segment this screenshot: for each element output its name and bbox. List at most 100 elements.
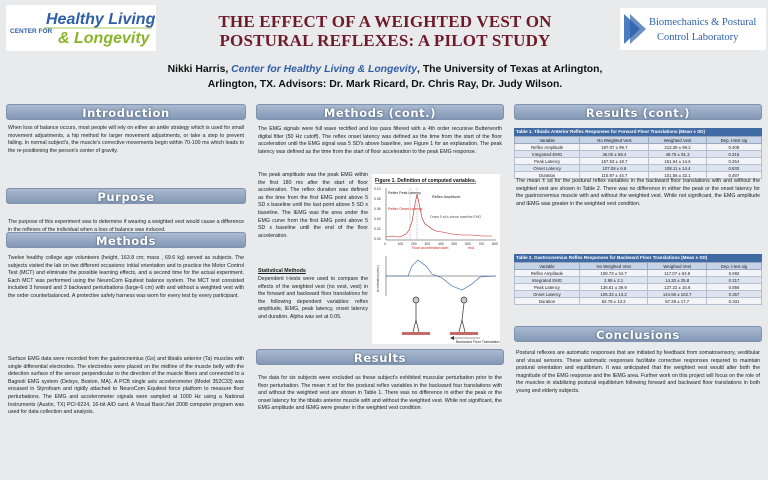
emg-trace — [385, 193, 492, 238]
column-header: Dep. t-test sig — [705, 136, 763, 144]
lab-logo-line1: Biomechanics & Postural — [649, 17, 756, 28]
conclusions-text: Postural reflexes are automatic response… — [516, 350, 760, 394]
x-tick-label: 0 — [384, 242, 386, 246]
x-tick-label: 200 — [411, 242, 417, 246]
table-cell: 0.856 — [706, 283, 762, 291]
results-banner: Results — [256, 349, 504, 365]
acceleration-trace — [386, 259, 497, 291]
onset-note: Onset 5 sd's above baseline EMG — [430, 215, 482, 219]
y-tick-label: 0.10 — [374, 187, 381, 191]
column-header: No Weighted Vest — [578, 262, 649, 270]
purpose-text: The purpose of this experiment was to de… — [8, 219, 244, 233]
table-1-caption: Table 1. Tibialis Anterior Reflex Respon… — [514, 128, 762, 136]
column-header: Weighted Vest — [647, 262, 708, 270]
x-tick-label: 500 — [452, 242, 458, 246]
logo-line1: Healthy Living — [46, 11, 156, 28]
conclusions-banner: Conclusions — [514, 326, 762, 342]
figure-1-svg: Figure 1. Definition of computed variabl… — [372, 174, 500, 344]
y-tick-label: 0.04 — [374, 217, 381, 221]
table-cell: Integrated EMG — [514, 276, 580, 284]
methods-cont-text-left: The peak amplitude was the peak EMG with… — [258, 172, 368, 239]
table-cell: Reflex Amplitude — [513, 143, 581, 151]
methods-cont-text: The EMG signals were full wave rectified… — [258, 126, 502, 155]
table-1-body: Reflex Amplitude 187.07 ± 99.7 213.39 ± 99… — [513, 143, 763, 179]
table-cell: 0.316 — [705, 150, 763, 158]
table-cell: 213.39 ± 99.2 — [648, 143, 707, 151]
table-cell: 108.73 ± 44.7 — [578, 269, 649, 277]
x-tick-label: 100 — [398, 242, 404, 246]
x-tick-label: 400 — [438, 242, 444, 246]
x-tick-label: 300 — [425, 242, 431, 246]
table-row: Duration 62.78 ± 13.2 67.28 ± 17.7 0.331 — [514, 297, 762, 305]
logo-tag: CENTER FOR — [10, 28, 53, 35]
y-tick-label: 0.06 — [374, 207, 381, 211]
table-cell: 48.76 ± 91.3 — [648, 150, 707, 158]
column-header: Variable — [513, 136, 581, 144]
table-cell: 107.08 ± 6.8 — [579, 164, 650, 172]
y-tick-label: 0.02 — [374, 227, 381, 231]
table-cell: 105.33 ± 13.2 — [578, 290, 649, 298]
table-2-body: Reflex Amplitude 108.73 ± 44.7 117.07 ± 64… — [514, 269, 762, 305]
stats-heading: Statistical Methods — [258, 268, 306, 274]
poster-title: THE EFFECT OF A WEIGHTED VEST ON POSTURA… — [160, 12, 610, 50]
table-2-caption: Table 2. Gastrocnemius Reflex Responses … — [514, 254, 762, 262]
table-cell: 108.11 ± 14.4 — [648, 164, 707, 172]
lab-logo-line2: Control Laboratory — [657, 32, 739, 43]
logo-line2: & Longevity — [58, 30, 151, 47]
table-row: Integrated EMG 2.98 ± 2.1 14.20 ± 25.8 0.31… — [514, 276, 762, 284]
table-cell: 157.53 ± 18.7 — [579, 157, 650, 165]
table-row: Onset Latency 107.08 ± 6.8 108.11 ± 14.4 0.… — [513, 164, 763, 172]
table-cell: 0.317 — [706, 276, 762, 284]
results-cont-banner: Results (cont.) — [514, 104, 762, 120]
results-cont-text: The mean ± sd for the postural reflex va… — [516, 178, 760, 207]
center-name: Center for Healthy Living & Longevity — [231, 64, 418, 75]
table-cell: Reflex Amplitude — [514, 269, 580, 277]
table-cell: 67.28 ± 17.7 — [647, 297, 708, 305]
table-row: Peak Latency 157.53 ± 18.7 151.64 ± 14.6 0.… — [513, 157, 763, 165]
person-figures — [412, 296, 468, 333]
column-header: Dep. t-test sig — [706, 262, 762, 270]
onset-latency-label: Reflex Onset Latency — [388, 207, 423, 211]
accel-ylabel: Acceleration (m/s²) — [376, 265, 380, 292]
table-cell: 0.254 — [705, 157, 763, 165]
table-cell: Integrated EMG — [513, 150, 581, 158]
figure-1: Figure 1. Definition of computed variabl… — [372, 174, 500, 344]
table-cell: Onset Latency — [513, 164, 581, 172]
biomechanics-lab-logo: Biomechanics & Postural Control Laborato… — [620, 8, 766, 50]
table-row: Duration 110.97 ± 44.7 101.56 ± 32.1 0.497 — [513, 171, 763, 179]
table-cell: 2.98 ± 2.1 — [578, 276, 649, 284]
title-line-2: POSTURAL REFLEXES: A PILOT STUDY — [219, 31, 551, 50]
healthy-living-logo: CENTER FOR Healthy Living & Longevity — [6, 5, 156, 51]
table-cell: Duration — [514, 297, 580, 305]
x-tick-label: 700 — [479, 242, 485, 246]
x-tick-labels: 0 100 200 300 400 500 600 700 800 — [384, 242, 498, 246]
y-tick-labels: 0.10 0.08 0.06 0.04 0.02 0.00 — [374, 187, 381, 241]
authors-line-2: Arlington, TX. Advisors: Dr. Mark Ricard… — [207, 79, 563, 90]
table-2: Table 2. Gastrocnemius Reflex Responses … — [514, 254, 762, 305]
university: , The University of Texas at Arlington, — [417, 64, 603, 75]
methods-cont-banner: Methods (cont.) — [256, 104, 504, 120]
table-cell: 0.497 — [705, 171, 763, 179]
methods-text-1: Twelve healthy college age volunteers (h… — [8, 255, 244, 299]
end-label: end — [468, 246, 474, 250]
table-row: Peak Latency 136.61 ± 39.9 137.22 ± 15.6 0.… — [514, 283, 762, 291]
table-cell: 0.830 — [705, 164, 763, 172]
table-cell: Peak Latency — [514, 283, 580, 291]
table-cell: 62.78 ± 13.2 — [578, 297, 649, 305]
methods-text-2: Surface EMG data were recorded from the … — [8, 356, 244, 416]
table-cell: 117.07 ± 64.8 — [647, 269, 708, 277]
introduction-text: When loss of balance occurs, most people… — [8, 125, 244, 154]
table-cell: 136.61 ± 39.9 — [578, 283, 649, 291]
table-cell: 0.367 — [706, 290, 762, 298]
table-cell: 14.20 ± 25.8 — [647, 276, 708, 284]
table-1: Table 1. Tibialis Anterior Reflex Respon… — [513, 128, 763, 179]
stats-text: Dependent t-tests were used to compare t… — [258, 276, 368, 320]
y-tick-label: 0.08 — [374, 197, 381, 201]
table-cell: 151.64 ± 14.6 — [648, 157, 707, 165]
table-cell: 0.692 — [706, 269, 762, 277]
table-cell: Duration — [513, 171, 581, 179]
table-2-header-row: Variable No Weighted Vest Weighted Vest Dep… — [514, 262, 762, 270]
reflex-amplitude-label: Reflex Amplitude — [432, 195, 461, 199]
table-cell: 187.07 ± 99.7 — [579, 143, 650, 151]
